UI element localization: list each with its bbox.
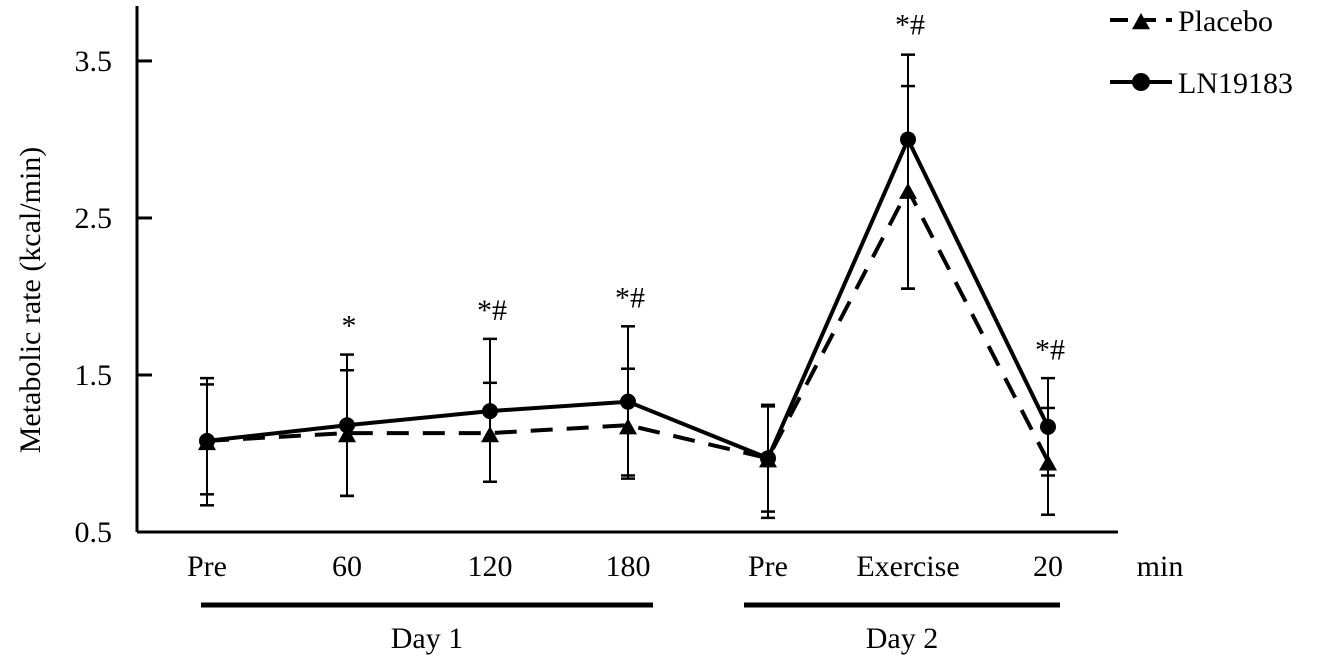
x-tick-label: 180 (606, 550, 651, 583)
significance-mark: *# (1035, 333, 1065, 366)
marker-placebo (619, 418, 637, 435)
x-tick-label: Pre (748, 550, 788, 583)
marker-ln19183 (1040, 418, 1056, 435)
significance-annotations: * *# *# *# *# (342, 8, 1066, 366)
y-tick-label: 0.5 (75, 516, 113, 549)
legend-label: Placebo (1178, 5, 1273, 38)
marker-ln19183 (482, 403, 498, 420)
marker-ln19183 (760, 450, 776, 467)
y-tick-label: 1.5 (75, 359, 113, 392)
legend-label: LN19183 (1178, 67, 1293, 100)
y-ticks: 0.5 1.5 2.5 3.5 (75, 45, 152, 549)
marker-placebo (1039, 454, 1057, 471)
significance-mark: *# (477, 294, 507, 327)
y-tick-label: 2.5 (75, 202, 113, 235)
significance-mark: * (342, 310, 357, 343)
marker-ln19183 (339, 417, 355, 434)
day-groups: Day 1 Day 2 (201, 602, 1060, 655)
x-tick-label: Pre (187, 550, 227, 583)
day-group-label: Day 2 (866, 622, 938, 655)
series-markers (198, 131, 1057, 471)
marker-placebo (481, 426, 499, 443)
x-tick-label: 60 (332, 550, 362, 583)
marker-placebo (338, 426, 356, 443)
x-unit-label: min (1137, 550, 1184, 583)
y-tick-label: 3.5 (75, 45, 113, 78)
marker-ln19183 (900, 131, 916, 148)
significance-mark: *# (895, 8, 925, 41)
x-tick-label: 120 (468, 550, 513, 583)
marker-placebo (899, 182, 917, 199)
legend-marker-triangle (1132, 13, 1150, 30)
marker-ln19183 (199, 432, 215, 449)
significance-mark: *# (615, 281, 645, 314)
x-tick-label: 20 (1033, 550, 1063, 583)
day-group-label: Day 1 (391, 622, 463, 655)
x-tick-label: Exercise (856, 550, 959, 583)
x-ticks: Pre 60 120 180 Pre Exercise 20 (187, 550, 1063, 583)
marker-ln19183 (620, 393, 636, 410)
legend-marker-circle (1132, 73, 1150, 91)
y-axis-label: Metabolic rate (kcal/min) (14, 147, 47, 454)
legend: Placebo LN19183 (1110, 5, 1293, 100)
